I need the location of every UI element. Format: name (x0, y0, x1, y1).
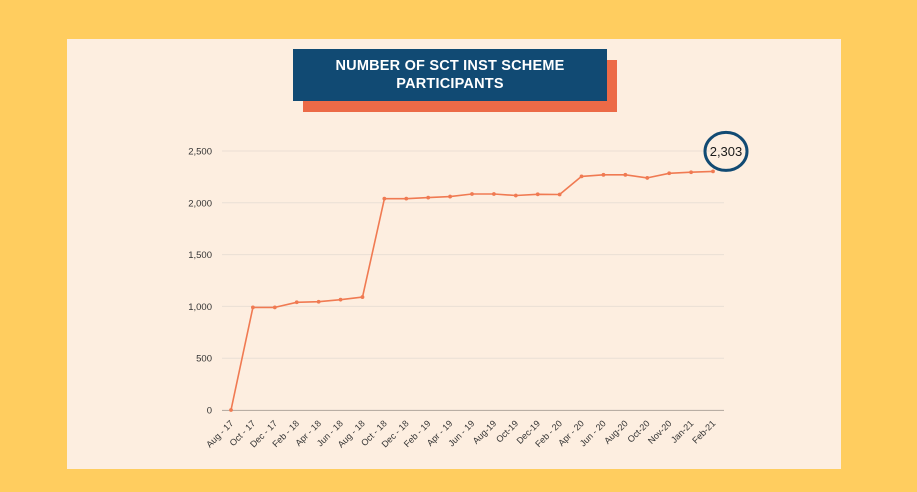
data-point-3 (294, 300, 299, 305)
data-point-0 (229, 408, 233, 412)
y-tick-label-5: 2,500 (188, 147, 212, 158)
y-tick-label-1: 500 (196, 354, 212, 365)
chart-panel: NUMBER OF SCT INST SCHEME PARTICIPANTS (67, 39, 841, 469)
data-point-5 (338, 297, 343, 302)
y-tick-label-3: 1,500 (188, 250, 212, 261)
data-point-8 (404, 196, 409, 201)
x-tick-label-20: Nov-20 (646, 418, 674, 446)
data-point-7 (382, 196, 387, 201)
y-tick-label-2: 1,000 (188, 302, 212, 313)
data-point-2 (272, 305, 277, 310)
y-tick-label-4: 2,000 (188, 198, 212, 209)
data-point-18 (623, 172, 628, 177)
data-point-22 (711, 169, 715, 174)
data-point-11 (470, 192, 474, 196)
data-point-4 (316, 299, 321, 304)
x-tick-label-12: Aug-19 (471, 418, 499, 446)
data-point-14 (535, 192, 540, 197)
data-point-6 (360, 295, 365, 299)
data-point-15 (557, 192, 562, 197)
data-point-12 (492, 192, 496, 196)
data-point-10 (448, 194, 452, 199)
data-point-21 (689, 170, 693, 175)
data-point-1 (251, 305, 255, 310)
y-tick-label-0: 0 (207, 406, 212, 417)
data-point-19 (645, 176, 650, 180)
data-point-13 (513, 193, 518, 198)
x-tick-label-18: Aug-20 (602, 418, 630, 446)
data-point-20 (667, 171, 672, 176)
series-line (230, 170, 714, 411)
data-point-16 (579, 174, 584, 179)
chart-title-box: NUMBER OF SCT INST SCHEME PARTICIPANTS (293, 49, 607, 101)
data-point-9 (426, 195, 431, 200)
highlight-ring (703, 130, 749, 172)
data-point-17 (601, 172, 606, 177)
x-tick-label-22: Feb-21 (690, 418, 717, 445)
chart-title: NUMBER OF SCT INST SCHEME PARTICIPANTS (335, 58, 565, 92)
annotation-label: 2,303 (710, 144, 743, 159)
